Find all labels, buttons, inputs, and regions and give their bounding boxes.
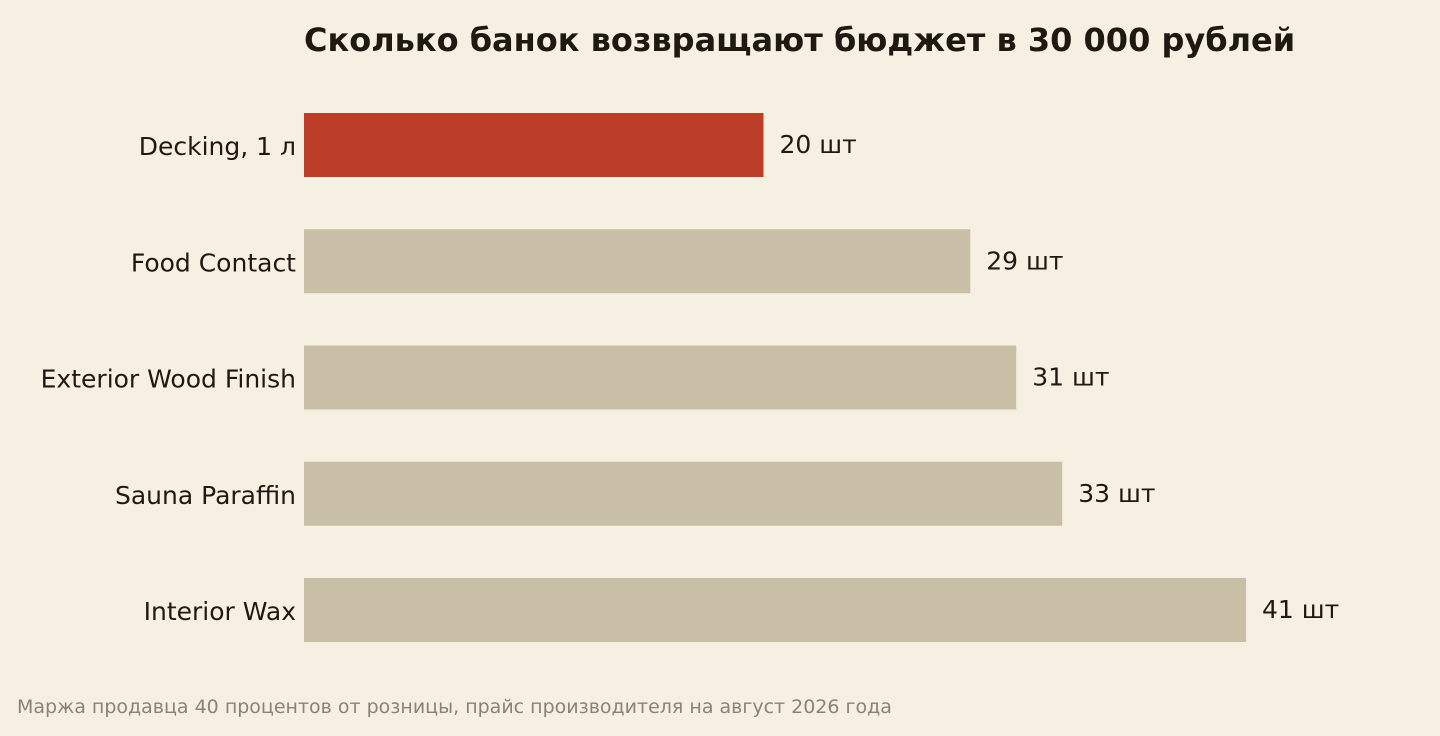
value-label: 41 шт	[1262, 595, 1339, 624]
bars-layer: Decking, 1 л 20 шт Food Contact 29 шт Exteri…	[41, 113, 1339, 642]
category-label: Sauna Paraffin	[115, 481, 296, 510]
value-label: 31 шт	[1032, 363, 1109, 392]
bar	[304, 461, 1063, 526]
chart-title: Сколько банок возвращают бюджет в 30 000…	[304, 21, 1295, 59]
bar	[304, 229, 971, 294]
category-label: Interior Wax	[144, 597, 296, 626]
category-label: Food Contact	[131, 248, 296, 277]
bar	[304, 345, 1017, 410]
category-label: Exterior Wood Finish	[41, 365, 296, 394]
category-label: Decking, 1 л	[139, 132, 296, 161]
chart-footnote: Маржа продавца 40 процентов от розницы, …	[17, 696, 892, 718]
bar	[304, 578, 1246, 642]
value-label: 29 шт	[986, 246, 1063, 275]
value-label: 33 шт	[1078, 479, 1155, 508]
value-label: 20 шт	[780, 130, 857, 159]
bar-highlighted	[304, 113, 764, 177]
